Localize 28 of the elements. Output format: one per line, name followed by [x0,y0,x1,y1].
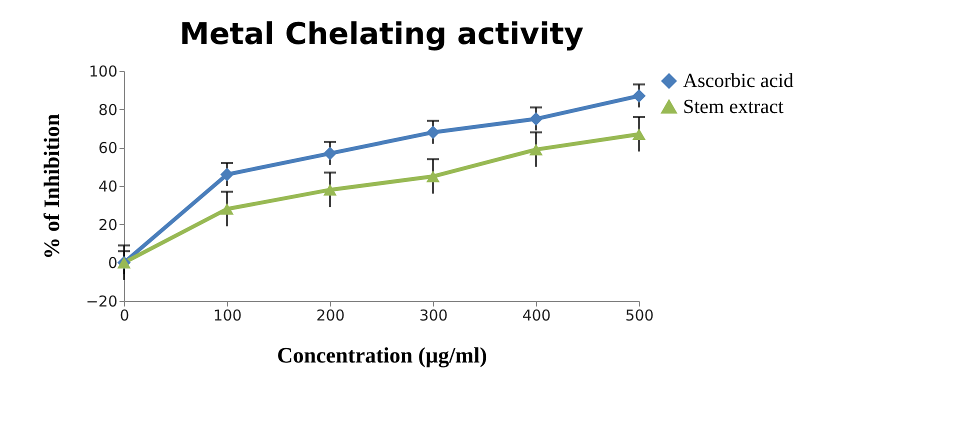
x-tick-label: 100 [213,306,242,324]
point [220,168,234,182]
point [426,170,440,182]
y-tick-label: −20 [86,292,118,310]
point [323,146,337,160]
x-tick-label: 400 [522,306,551,324]
y-tick-label: 60 [98,139,118,158]
point [632,128,646,140]
chart-title: Metal Chelating activity [179,17,584,52]
point [632,89,646,103]
point [220,203,234,215]
x-tick-label: 500 [625,306,654,324]
x-tick-label: 0 [120,306,130,324]
y-tick-label: 40 [98,178,118,196]
point [426,126,440,140]
y-tick-label: 100 [88,62,118,80]
legend-label: Ascorbic acid [683,70,794,92]
point [529,144,543,156]
x-tick-label: 300 [419,306,448,324]
point [323,184,337,196]
point [529,112,543,126]
y-tick-label: 20 [98,216,118,234]
y-tick-label: 0 [108,254,118,272]
legend-label: Stem extract [683,96,784,118]
x-axis-title: Concentration (µg/ml) [276,342,488,368]
y-axis-title: % of Inhibition [38,114,64,260]
y-tick-label: 80 [98,100,118,119]
x-tick-label: 200 [316,306,345,324]
